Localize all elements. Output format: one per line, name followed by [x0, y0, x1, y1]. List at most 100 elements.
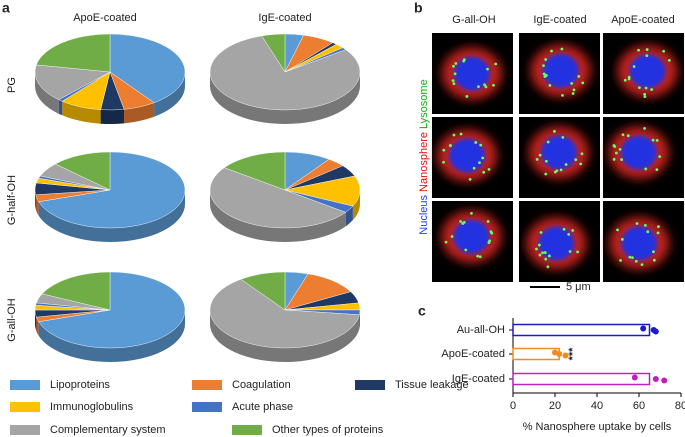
lysosome	[544, 159, 548, 163]
lysosome	[450, 235, 454, 238]
nucleus	[629, 54, 666, 89]
lysosome	[462, 58, 466, 62]
lysosome	[488, 239, 492, 243]
lysosome	[448, 143, 452, 147]
lysosome	[459, 132, 463, 136]
pie-side	[154, 72, 185, 117]
pie-slice	[223, 151, 286, 191]
pie-side	[38, 190, 185, 243]
lysosome	[645, 54, 649, 58]
legend-swatch	[355, 380, 385, 390]
row-label: PG	[6, 77, 18, 93]
lysosome	[577, 74, 581, 78]
lysosome	[619, 258, 622, 262]
x-axis-label: % Nanosphere uptake by cells	[523, 421, 672, 433]
lysosome	[643, 95, 647, 98]
nucleus	[538, 226, 575, 261]
pie-slice	[209, 35, 361, 111]
lysosome	[462, 221, 466, 224]
lysosome	[627, 75, 631, 79]
panel-label: a	[2, 0, 10, 16]
column-label: ApoE-coated	[611, 14, 675, 26]
pie-side	[210, 190, 346, 242]
lysosome	[538, 253, 542, 257]
pie-slice	[34, 64, 111, 100]
lysosome	[492, 83, 495, 87]
lysosome	[561, 93, 564, 97]
nucleus	[453, 56, 490, 91]
pie-slice	[109, 33, 186, 103]
y-tick-label: ApoE-coated	[441, 348, 505, 360]
lysosome	[465, 95, 469, 98]
row-label: G-half-OH	[6, 175, 18, 225]
lysosome	[655, 168, 659, 172]
lysosome	[579, 162, 583, 166]
pie-slice	[41, 271, 111, 311]
y-tick-label: Au-all-OH	[457, 324, 505, 336]
lysosome	[572, 88, 576, 92]
lysosome	[574, 158, 578, 162]
lysosome	[477, 85, 480, 89]
lysosome	[555, 169, 559, 173]
legend-label: Lipoproteins	[50, 379, 110, 391]
lysosome	[580, 152, 584, 156]
lysosome	[444, 240, 448, 244]
lysosome	[637, 48, 640, 52]
lysosome	[645, 48, 649, 51]
pie-side	[124, 102, 155, 124]
pie-side	[100, 109, 125, 124]
lysosome	[453, 72, 457, 76]
pie-side	[209, 310, 360, 363]
lysosome	[538, 243, 541, 247]
nucleus	[449, 138, 486, 173]
lysosome	[546, 140, 550, 144]
panel-label: c	[418, 303, 426, 319]
lysosome	[553, 129, 556, 133]
lysosome	[640, 263, 644, 267]
lysosome	[621, 133, 625, 137]
lysosome	[535, 158, 539, 161]
lysosome	[452, 64, 455, 68]
lysosome	[452, 82, 456, 86]
data-point	[556, 351, 563, 357]
lysosome	[547, 254, 551, 258]
pie-slice	[38, 151, 186, 229]
lysosome	[635, 222, 639, 225]
legend-swatch	[10, 425, 40, 435]
lysosome	[644, 86, 648, 90]
lysosome	[562, 227, 566, 231]
data-point	[661, 377, 668, 384]
lysosome	[631, 256, 634, 260]
lysosome	[464, 248, 468, 252]
x-tick-label: 60	[633, 400, 645, 412]
lysosome	[486, 220, 490, 223]
lysosome	[612, 144, 616, 147]
lysosome	[614, 151, 618, 155]
lysosome	[581, 81, 585, 85]
lysosome	[550, 49, 553, 53]
lysosome	[576, 250, 579, 254]
nucleus	[542, 53, 579, 88]
lysosome	[662, 49, 666, 53]
pie-slice	[209, 167, 347, 229]
lysosome	[646, 230, 650, 234]
lysosome	[474, 141, 478, 144]
lysosome	[655, 138, 659, 142]
lysosome	[442, 148, 446, 152]
legend-swatch	[10, 380, 40, 390]
lysosome	[568, 250, 572, 253]
lysosome	[623, 78, 627, 82]
lysosome	[539, 231, 543, 234]
x-tick-label: 80	[675, 400, 685, 412]
lysosome	[468, 177, 472, 181]
lysosome	[442, 160, 445, 164]
lysosome	[544, 74, 548, 77]
lysosome	[570, 81, 574, 85]
lysosome	[543, 251, 547, 254]
lysosome	[632, 65, 636, 68]
pie-side	[210, 72, 360, 124]
lysosome	[658, 155, 662, 158]
annotation: ***	[567, 347, 579, 361]
legend-label: Immunoglobulins	[50, 401, 134, 413]
